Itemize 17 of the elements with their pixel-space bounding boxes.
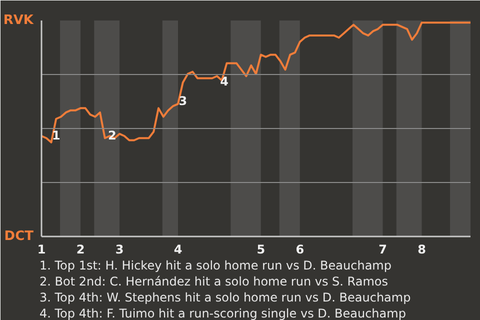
- x-tick-label: 4: [174, 242, 182, 256]
- x-tick-label: 6: [296, 242, 304, 256]
- text: 3. Top 4th: W. Stephens hit a solo home run vs D. Beauchamp: [40, 290, 411, 304]
- text: RVK: [3, 13, 34, 28]
- annotation: 1: [52, 128, 60, 142]
- x-tick-label: 7: [378, 242, 387, 256]
- text: DCT: [4, 229, 34, 244]
- annotation: 4: [220, 74, 228, 88]
- x-tick-label: 8: [418, 242, 426, 256]
- text: 1. Top 1st: H. Hickey hit a solo home run vs D. Beauchamp: [40, 258, 392, 272]
- text: 4. Top 4th: F. Tuimo hit a run-scoring single vs D. Beauchamp: [40, 306, 406, 320]
- x-tick-label: 5: [256, 242, 266, 256]
- x-tick-label: 3: [115, 242, 124, 256]
- x-tick-label: 1: [37, 242, 46, 256]
- x-tick-label: 2: [76, 242, 85, 256]
- annotation: 3: [178, 94, 188, 108]
- text: 2. Bot 2nd: C. Hernández hit a solo home run vs S. Ramos: [40, 274, 388, 288]
